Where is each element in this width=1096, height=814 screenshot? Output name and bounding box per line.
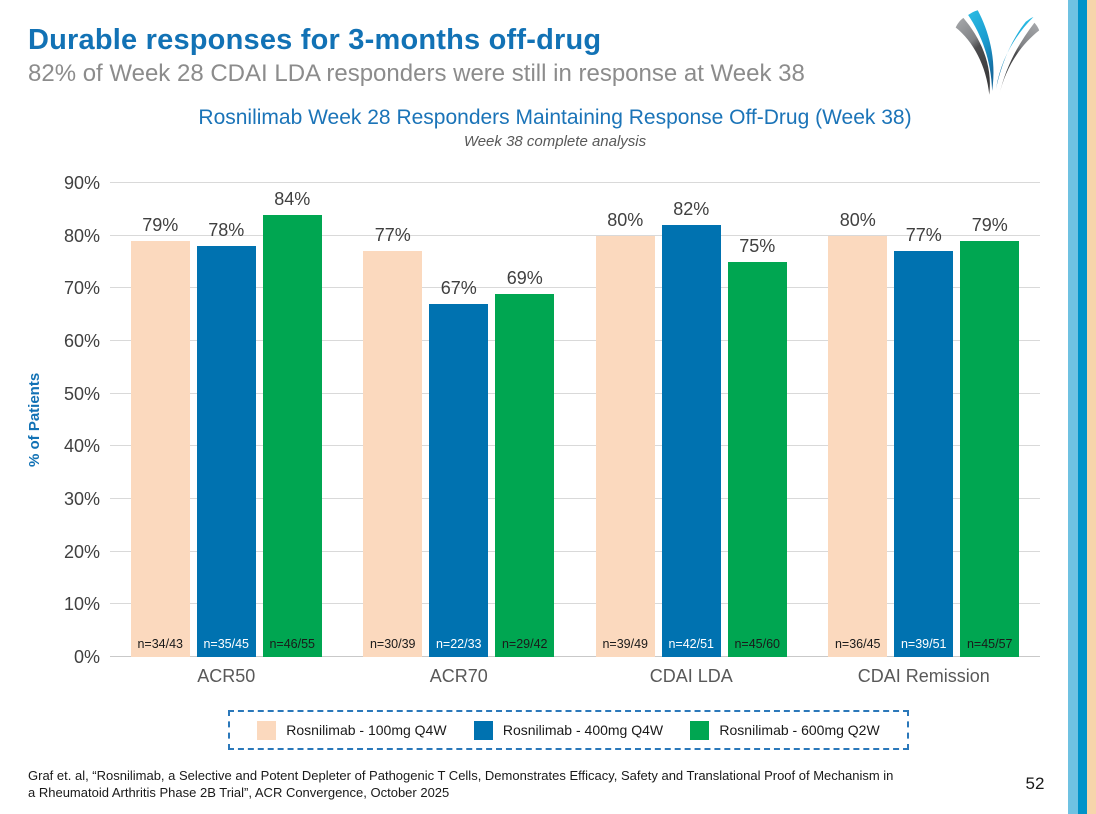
chart-legend: Rosnilimab - 100mg Q4W Rosnilimab - 400mg… [228, 710, 909, 750]
gridline [110, 656, 1040, 657]
bar-rect: n=22/33 [429, 304, 489, 657]
page-title: Durable responses for 3-months off-drug [28, 24, 602, 56]
y-axis-title: % of Patients [26, 372, 43, 468]
bar-rect: n=29/42 [495, 293, 555, 657]
y-tick-label: 70% [63, 278, 100, 299]
bar-rect: n=42/51 [661, 225, 721, 657]
gridline [110, 287, 1040, 289]
edge-stripe-blue [1078, 0, 1087, 814]
bar-rect: n=46/55 [262, 214, 322, 657]
bar-n-label: n=45/57 [966, 637, 1013, 651]
gridline [110, 550, 1040, 552]
bar-rect: n=39/49 [595, 235, 655, 657]
chart-subtitle: Week 38 complete analysis [463, 133, 647, 150]
y-tick-label: 60% [63, 331, 100, 351]
company-logo-icon [955, 10, 1040, 97]
bar-value-label: 77% [374, 225, 411, 246]
gridline [110, 392, 1040, 394]
bar-n-label: n=30/39 [369, 637, 416, 651]
bar-chart-plot-area: n=34/43 79% n=35/45 78% n=46/55 84% n=30/39 77%… [110, 182, 1040, 657]
bar-acr70: n=30/39 77% [363, 183, 423, 657]
bar-cdai-lda: n=45/60 75% [727, 183, 787, 657]
bar-value-label: 82% [673, 199, 710, 220]
bar-n-label: n=39/51 [900, 637, 947, 651]
bar-value-label: 69% [506, 267, 543, 288]
bar-rect: n=35/45 [196, 246, 256, 657]
bar-value-label: 80% [607, 209, 644, 230]
x-category-label: ACR70 [429, 666, 488, 686]
bar-acr50: n=34/43 79% [130, 183, 190, 657]
legend-item: Rosnilimab - 600mg Q2W [690, 720, 880, 740]
bar-acr70: n=29/42 69% [495, 183, 555, 657]
legend-item: Rosnilimab - 100mg Q4W [257, 720, 447, 740]
bar-value-label: 79% [971, 214, 1008, 235]
bar-rect: n=36/45 [828, 235, 888, 657]
bar-value-label: 75% [739, 236, 776, 256]
bar-value-label: 80% [839, 209, 876, 230]
legend-label: Rosnilimab - 100mg Q4W [286, 722, 447, 738]
citation: Graf et. al, “Rosnilimab, a Selective an… [28, 768, 988, 801]
gridline [110, 603, 1040, 605]
bar-rect: n=45/60 [727, 262, 787, 657]
x-category-label: CDAI LDA [649, 666, 733, 686]
bar-n-label: n=46/55 [269, 637, 316, 651]
gridline [110, 234, 1040, 236]
bar-value-label: 67% [440, 278, 477, 299]
x-category-label: ACR50 [197, 666, 256, 686]
y-tick-label: 10% [63, 594, 100, 615]
chart-title: Rosnilimab Week 28 Responders Maintainin… [198, 106, 912, 129]
legend-swatch [473, 720, 493, 740]
bar-cdai-lda: n=39/49 80% [595, 183, 655, 657]
bar-rect: n=30/39 [363, 251, 423, 657]
citation-line: a Rheumatoid Arthritis Phase 2B Trial”, … [28, 784, 450, 800]
bar-cdai-remission: n=45/57 79% [960, 183, 1020, 657]
bar-value-label: 79% [142, 214, 179, 235]
gridline [110, 445, 1040, 447]
y-tick-label: 20% [63, 541, 100, 562]
bar-value-label: 84% [274, 188, 311, 209]
y-tick-label: 80% [63, 225, 100, 246]
edge-stripe-light-blue [1068, 0, 1078, 814]
x-category-label: CDAI Remission [857, 666, 990, 686]
page-number: 52 [1025, 774, 1045, 793]
bar-acr50: n=46/55 84% [262, 183, 322, 657]
gridline [110, 182, 1040, 183]
edge-stripe-peach [1087, 0, 1096, 814]
bar-n-label: n=35/45 [203, 637, 250, 651]
bar-rect: n=45/57 [960, 240, 1020, 657]
gridline [110, 340, 1040, 341]
bar-rect: n=39/51 [894, 251, 954, 657]
bar-n-label: n=36/45 [834, 637, 881, 651]
bar-n-label: n=22/33 [435, 637, 482, 651]
bar-n-label: n=45/60 [734, 637, 781, 651]
bar-acr70: n=22/33 67% [429, 183, 489, 657]
bar-n-label: n=39/49 [602, 637, 649, 651]
y-tick-label: 0% [73, 647, 100, 667]
page-subtitle: 82% of Week 28 CDAI LDA responders were … [28, 60, 805, 87]
bar-cdai-lda: n=42/51 82% [661, 183, 721, 657]
bar-n-label: n=42/51 [668, 637, 715, 651]
legend-item: Rosnilimab - 400mg Q4W [473, 720, 664, 740]
y-tick-label: 40% [63, 436, 100, 457]
bar-value-label: 77% [905, 225, 942, 246]
y-tick-label: 30% [63, 489, 100, 509]
bar-n-label: n=34/43 [137, 637, 184, 651]
bar-rect: n=34/43 [130, 240, 190, 657]
bar-acr50: n=35/45 78% [196, 183, 256, 657]
legend-label: Rosnilimab - 600mg Q2W [719, 722, 880, 738]
gridline [110, 498, 1040, 499]
legend-swatch [257, 720, 277, 740]
y-tick-label: 50% [63, 383, 100, 404]
legend-label: Rosnilimab - 400mg Q4W [502, 722, 664, 738]
legend-swatch [690, 720, 710, 740]
y-tick-label: 90% [63, 173, 100, 193]
bar-n-label: n=29/42 [501, 637, 548, 651]
bar-cdai-remission: n=39/51 77% [894, 183, 954, 657]
bar-cdai-remission: n=36/45 80% [828, 183, 888, 657]
citation-line: Graf et. al, “Rosnilimab, a Selective an… [28, 768, 894, 783]
bar-value-label: 78% [208, 220, 245, 241]
